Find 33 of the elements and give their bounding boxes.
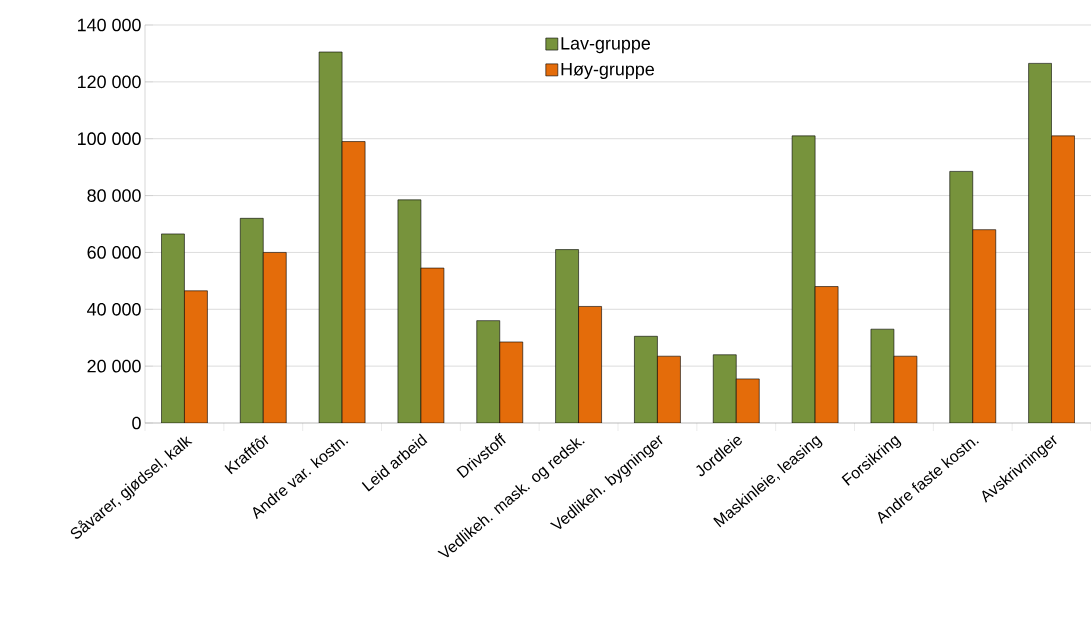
y-tick-label: 60 000 [87,246,141,259]
bar [499,341,524,423]
bar [262,252,287,423]
bar [972,229,997,423]
bar [161,233,185,423]
bar [318,51,343,423]
y-tick-label: 0 [132,416,141,430]
bar [657,355,681,423]
bar [712,354,737,423]
bar [814,286,839,423]
bar [555,249,579,423]
legend-label: Høy-gruppe [561,62,654,80]
bar [341,141,366,423]
bar [1051,135,1075,423]
bar [791,135,816,423]
bar [397,199,422,423]
y-tick-label: 40 000 [87,302,141,316]
bar [949,171,974,423]
bar [870,328,895,423]
y-tick-label: 100 000 [78,132,141,146]
y-tick-label: 80 000 [87,189,141,202]
bar [578,306,602,423]
y-tick-label: 20 000 [87,359,141,373]
y-tick-label: 140 000 [78,18,141,32]
bar [239,218,264,423]
bar [184,290,208,423]
bar [420,267,445,423]
y-tick-label: 120 000 [78,75,141,89]
legend-label: Lav-gruppe [561,37,651,54]
bar [735,378,760,423]
bar [476,320,501,423]
bar [634,335,658,423]
bar [1028,63,1052,423]
